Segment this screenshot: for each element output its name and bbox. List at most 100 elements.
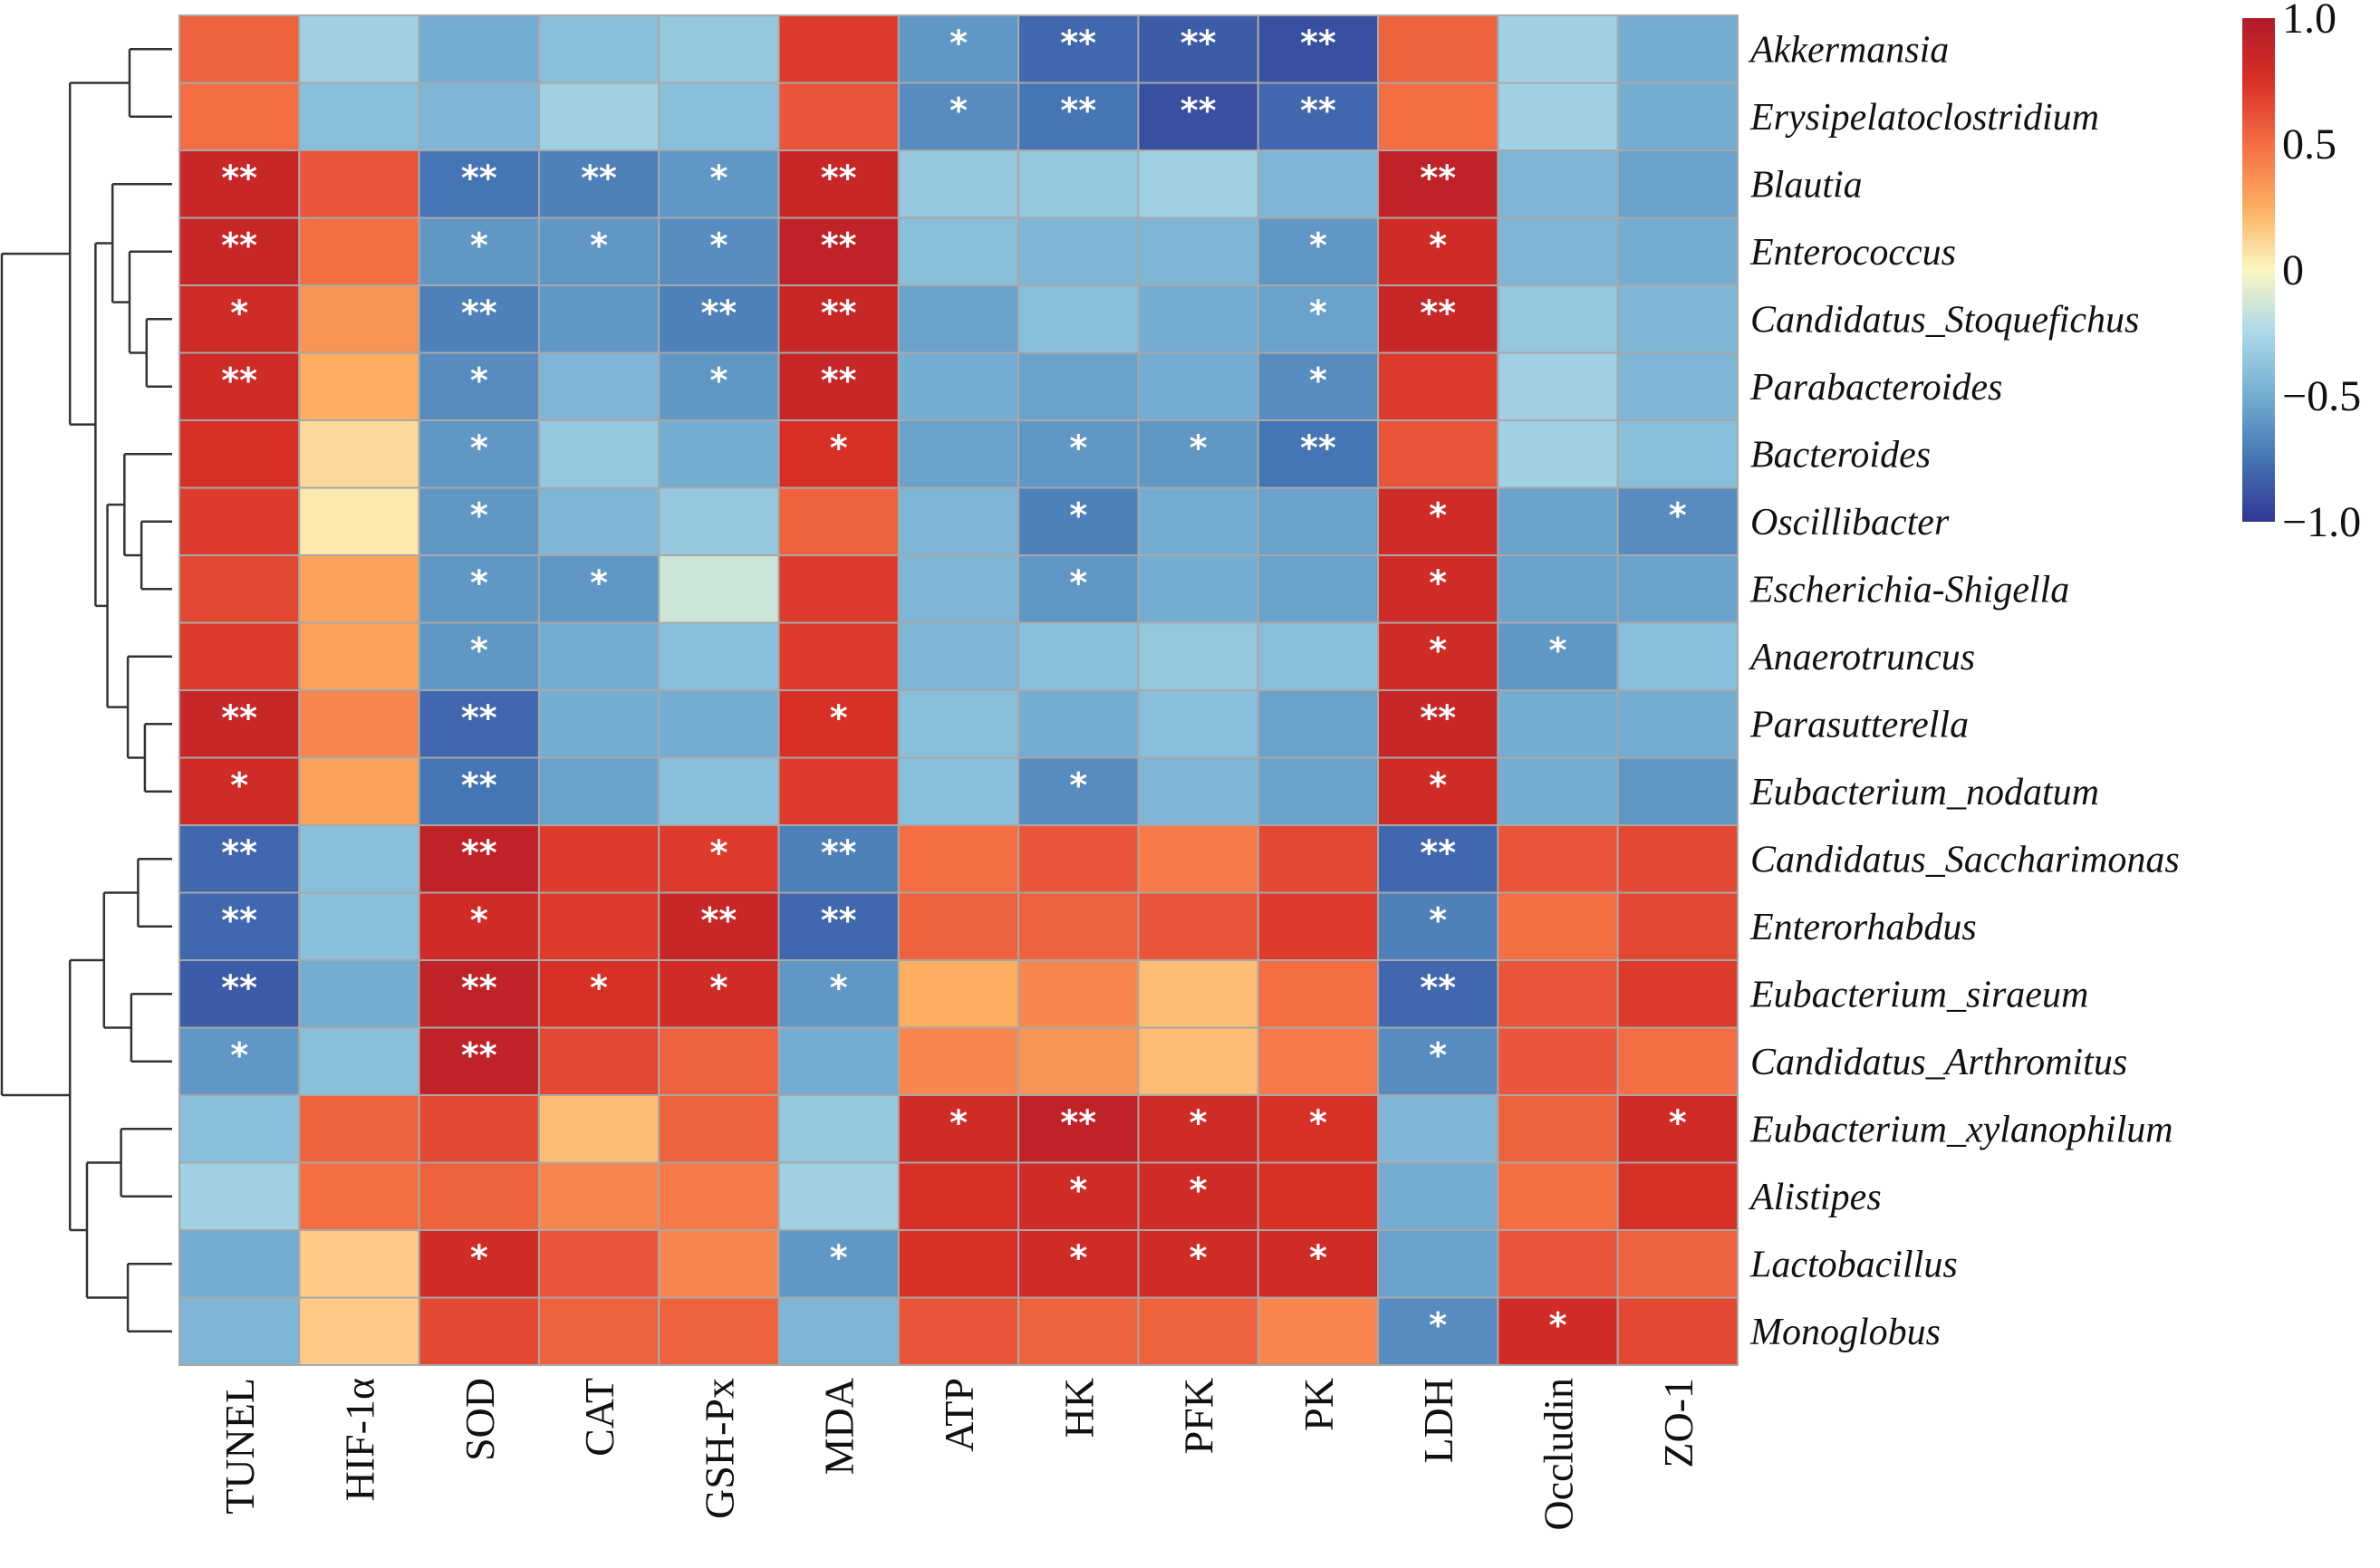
- significance-mark: **: [221, 697, 257, 737]
- row-label: Escherichia-Shigella: [1749, 569, 2069, 611]
- heatmap-cell: [1137, 554, 1259, 624]
- heatmap-cell: [537, 486, 660, 556]
- heatmap-cell: [1017, 824, 1140, 894]
- heatmap-cell: [1497, 1161, 1619, 1231]
- heatmap-cell: [1017, 1296, 1140, 1366]
- row-label: Oscillibacter: [1750, 502, 1950, 544]
- heatmap-cell: [1616, 554, 1739, 624]
- significance-mark: *: [1429, 1035, 1447, 1075]
- heatmap-cell: [1017, 1094, 1140, 1164]
- significance-mark: *: [1069, 563, 1087, 602]
- heatmap-cell: [897, 891, 1020, 961]
- heatmap-cell: [1616, 216, 1739, 286]
- heatmap-cell: [1497, 621, 1619, 691]
- significance-mark: **: [821, 900, 857, 940]
- heatmap-cell: [1137, 82, 1259, 151]
- row-label: Bacteroides: [1750, 434, 1931, 476]
- heatmap-cell: [1017, 959, 1140, 1029]
- significance-mark: *: [230, 1035, 248, 1075]
- heatmap-cell: [1137, 891, 1259, 961]
- heatmap-cell: [418, 351, 540, 421]
- heatmap-cell: [537, 1161, 660, 1231]
- heatmap-cell: [777, 756, 900, 826]
- heatmap-cell: [1616, 689, 1739, 759]
- heatmap-cell: [777, 1026, 900, 1096]
- heatmap-cell: [178, 959, 301, 1029]
- heatmap-cell: [897, 756, 1020, 826]
- heatmap-cell: [418, 1161, 540, 1231]
- heatmap-cell: [777, 486, 900, 556]
- heatmap-cell: [298, 216, 420, 286]
- heatmap-cell: [537, 1094, 660, 1164]
- significance-mark: *: [470, 563, 488, 602]
- heatmap-cell: [178, 1161, 301, 1231]
- heatmap-cell: [1616, 756, 1739, 826]
- heatmap-cell: [1257, 689, 1380, 759]
- heatmap-cell: [658, 1026, 780, 1096]
- heatmap-cell: [1616, 621, 1739, 691]
- heatmap-cell: [1017, 82, 1140, 151]
- heatmap-cell: [658, 689, 780, 759]
- heatmap-cell: [1257, 149, 1380, 219]
- heatmap-cell: [897, 1026, 1020, 1096]
- heatmap-cell: [777, 82, 900, 151]
- heatmap-cell: [298, 756, 420, 826]
- heatmap-cell: [897, 959, 1020, 1029]
- significance-mark: *: [949, 91, 968, 130]
- heatmap-cell: [897, 82, 1020, 151]
- significance-mark: *: [470, 630, 488, 670]
- heatmap-cell: [178, 149, 301, 219]
- significance-mark: *: [1309, 1237, 1327, 1277]
- heatmap-cell: [298, 824, 420, 894]
- heatmap-cell: [897, 351, 1020, 421]
- heatmap-cell: [1377, 284, 1499, 354]
- heatmap-cell: [298, 149, 420, 219]
- heatmap-cell: [1137, 621, 1259, 691]
- heatmap-cell: [537, 216, 660, 286]
- row-label: Eubacterium_nodatum: [1749, 772, 2099, 813]
- significance-mark: **: [1420, 158, 1456, 197]
- heatmap-cell: [1257, 621, 1380, 691]
- heatmap-cell: [418, 419, 540, 489]
- significance-mark: **: [1060, 91, 1096, 130]
- heatmap-cell: [658, 1094, 780, 1164]
- heatmap-cell: [1377, 149, 1499, 219]
- colorbar-tick-label: 0.5: [2282, 120, 2337, 168]
- heatmap-cell: [897, 1296, 1020, 1366]
- heatmap-cell: [298, 351, 420, 421]
- significance-mark: *: [470, 428, 488, 467]
- heatmap-cell: [178, 216, 301, 286]
- heatmap-cell: [1137, 419, 1259, 489]
- heatmap-cell: [1137, 756, 1259, 826]
- heatmap-cell: [537, 621, 660, 691]
- heatmap-cell: [658, 621, 780, 691]
- heatmap-cell: [1017, 419, 1140, 489]
- significance-mark: *: [1669, 495, 1687, 535]
- significance-mark: *: [709, 158, 727, 197]
- significance-mark: *: [830, 697, 848, 737]
- heatmap-cell: [537, 891, 660, 961]
- heatmap-cell: [178, 82, 301, 151]
- heatmap-cell: [1017, 1026, 1140, 1096]
- column-label: TUNEL: [217, 1378, 263, 1515]
- significance-mark: **: [461, 293, 497, 332]
- heatmap-cell: [298, 1094, 420, 1164]
- heatmap-cell: [1497, 82, 1619, 151]
- heatmap-cell: [658, 824, 780, 894]
- significance-mark: *: [709, 226, 727, 265]
- heatmap-cell: [537, 1026, 660, 1096]
- heatmap-cell: [658, 1161, 780, 1231]
- heatmap-cell: [658, 554, 780, 624]
- heatmap-cell: [1377, 351, 1499, 421]
- heatmap-cell: [1377, 1094, 1499, 1164]
- heatmap-cell: [298, 891, 420, 961]
- significance-mark: *: [470, 495, 488, 535]
- heatmap-cell: [897, 216, 1020, 286]
- heatmap-cell: [1497, 554, 1619, 624]
- heatmap-cell: [537, 284, 660, 354]
- heatmap-cell: [777, 621, 900, 691]
- heatmap-cell: [1137, 1094, 1259, 1164]
- heatmap-cell: [418, 486, 540, 556]
- column-label: PK: [1296, 1378, 1342, 1431]
